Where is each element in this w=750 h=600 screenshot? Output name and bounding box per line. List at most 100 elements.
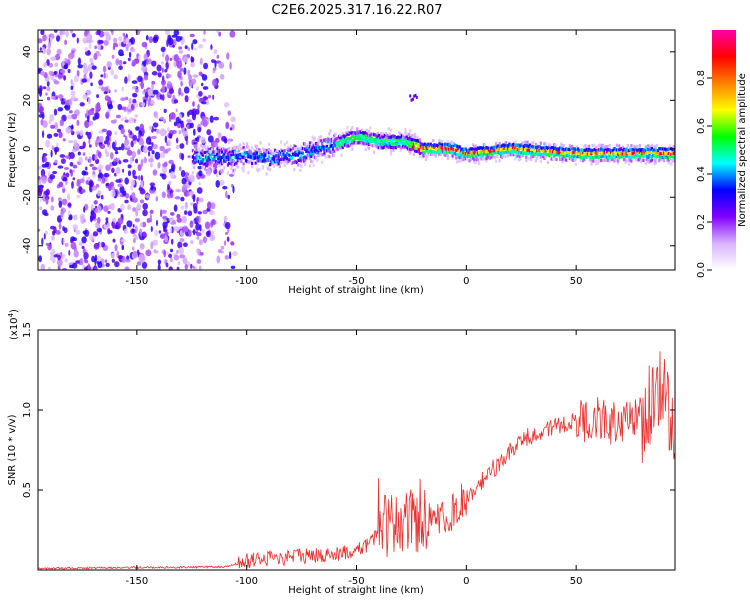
spectrogram-cell — [229, 152, 232, 157]
spectrogram-cell — [283, 143, 286, 147]
spectrogram-cell — [139, 236, 145, 241]
spectrogram-cell — [667, 147, 670, 151]
spectrogram-cell — [636, 154, 639, 158]
spectrogram-cell — [455, 148, 458, 152]
spectrogram-cell — [432, 150, 435, 154]
spectrogram-cell — [434, 154, 437, 158]
spectrogram-cell — [269, 163, 272, 167]
spectrogram-cell — [392, 137, 395, 141]
spectrogram-cell — [618, 144, 621, 148]
spectrogram-cell — [305, 149, 308, 153]
spectrogram-cell — [667, 158, 670, 162]
spectrogram-cell — [381, 139, 384, 143]
spectrogram-cell — [87, 115, 90, 123]
spectrogram-cell — [496, 151, 499, 155]
spectrogram-cell — [446, 154, 449, 158]
spectrogram-cell — [201, 146, 204, 150]
spectrogram-cell — [196, 153, 199, 157]
spectrogram-cell — [577, 155, 580, 159]
spectrogram-cell — [308, 151, 312, 155]
spectrogram-cell — [460, 147, 463, 151]
spectrogram-cell — [259, 158, 262, 162]
spectrogram-cell — [509, 149, 512, 153]
spectrogram-cell — [114, 172, 117, 177]
spectrogram-cell — [224, 222, 231, 230]
spectrogram-cell — [451, 154, 454, 158]
spectrogram-cell — [72, 237, 77, 242]
spectrogram-cell — [636, 149, 639, 153]
spectrogram-cell — [293, 168, 296, 172]
spectrogram-cell — [302, 159, 306, 163]
spectrogram-cell — [525, 140, 528, 144]
spectrogram-cell — [215, 137, 220, 144]
spectrogram-cell — [531, 151, 534, 155]
spectrogram-cell — [660, 147, 663, 151]
spectrogram-cell — [559, 146, 562, 150]
spectrogram-cell — [118, 36, 123, 42]
spectrogram-cell — [524, 143, 527, 147]
spectrogram-cell — [357, 137, 360, 141]
spectrogram-cell — [615, 157, 618, 161]
spectrogram-cell — [575, 148, 579, 152]
spectrogram-cell — [540, 152, 544, 157]
spectrogram-cell — [413, 94, 416, 98]
spectrogram-cell — [507, 144, 510, 148]
spectrogram-cell — [608, 143, 611, 148]
spectrogram-cell — [193, 161, 196, 165]
spectrogram-cell — [141, 221, 147, 228]
spectrogram-cell — [532, 154, 535, 158]
spectrogram-cell — [429, 152, 432, 156]
spectrogram-cell — [602, 152, 605, 156]
spectrogram-cell — [609, 149, 612, 153]
spectrogram-cell — [88, 109, 94, 116]
spectrogram-cell — [253, 149, 256, 153]
spectrogram-cell — [50, 95, 56, 100]
spectrogram-cell — [53, 80, 60, 85]
spectrogram-cell — [235, 145, 238, 149]
spectrogram-cell — [105, 111, 110, 119]
spectrogram-cell — [496, 145, 499, 149]
spectrogram-cell — [653, 158, 656, 162]
spectrogram-cell — [515, 150, 518, 154]
spectrogram-cell — [410, 134, 413, 138]
spectrogram-cell — [251, 146, 254, 150]
spectrogram-cell — [389, 152, 393, 156]
spectrogram-cell — [624, 160, 627, 164]
spectrogram-cell — [307, 153, 310, 157]
spectrogram-cell — [392, 142, 395, 146]
spectrogram-cell — [308, 157, 312, 161]
spectrogram-cell — [44, 230, 48, 235]
spectrogram-cell — [272, 158, 275, 162]
spectrogram-cell — [335, 137, 338, 141]
spectrogram-cell — [267, 148, 271, 152]
spectrogram-cell — [340, 136, 343, 140]
spectrogram-cell — [421, 144, 424, 148]
spectrogram-cell — [197, 103, 200, 110]
spectrogram-cell — [177, 241, 183, 249]
spectrogram-cell — [132, 250, 138, 258]
spectrogram-cell — [192, 265, 195, 269]
spectrogram-cell — [515, 143, 518, 147]
spectrogram-cell — [439, 145, 442, 149]
spectrogram-cell — [503, 143, 506, 147]
spectrogram-cell — [150, 162, 153, 168]
spectrogram-cell — [287, 146, 290, 150]
spectrogram-cell — [170, 212, 175, 216]
spectrogram-cell — [282, 157, 285, 161]
spectrogram-cell — [127, 57, 131, 62]
spectrogram-cell — [577, 147, 580, 151]
spectrogram-cell — [573, 150, 576, 154]
spectrogram-cell — [127, 170, 132, 177]
spectrogram-cell — [127, 206, 132, 210]
y-tick-label: 0.5 — [22, 482, 33, 498]
spectrogram-cell — [323, 151, 326, 155]
spectrogram-cell — [572, 151, 575, 155]
spectrogram-cell — [497, 144, 500, 148]
spectrogram-cell — [519, 151, 522, 156]
spectrogram-cell — [614, 147, 617, 151]
spectrogram-cell — [366, 140, 370, 144]
spectrogram-cell — [517, 143, 521, 147]
spectrogram-cell — [58, 181, 64, 188]
spectrogram-cell — [237, 156, 240, 160]
spectrogram-cell — [449, 150, 452, 154]
